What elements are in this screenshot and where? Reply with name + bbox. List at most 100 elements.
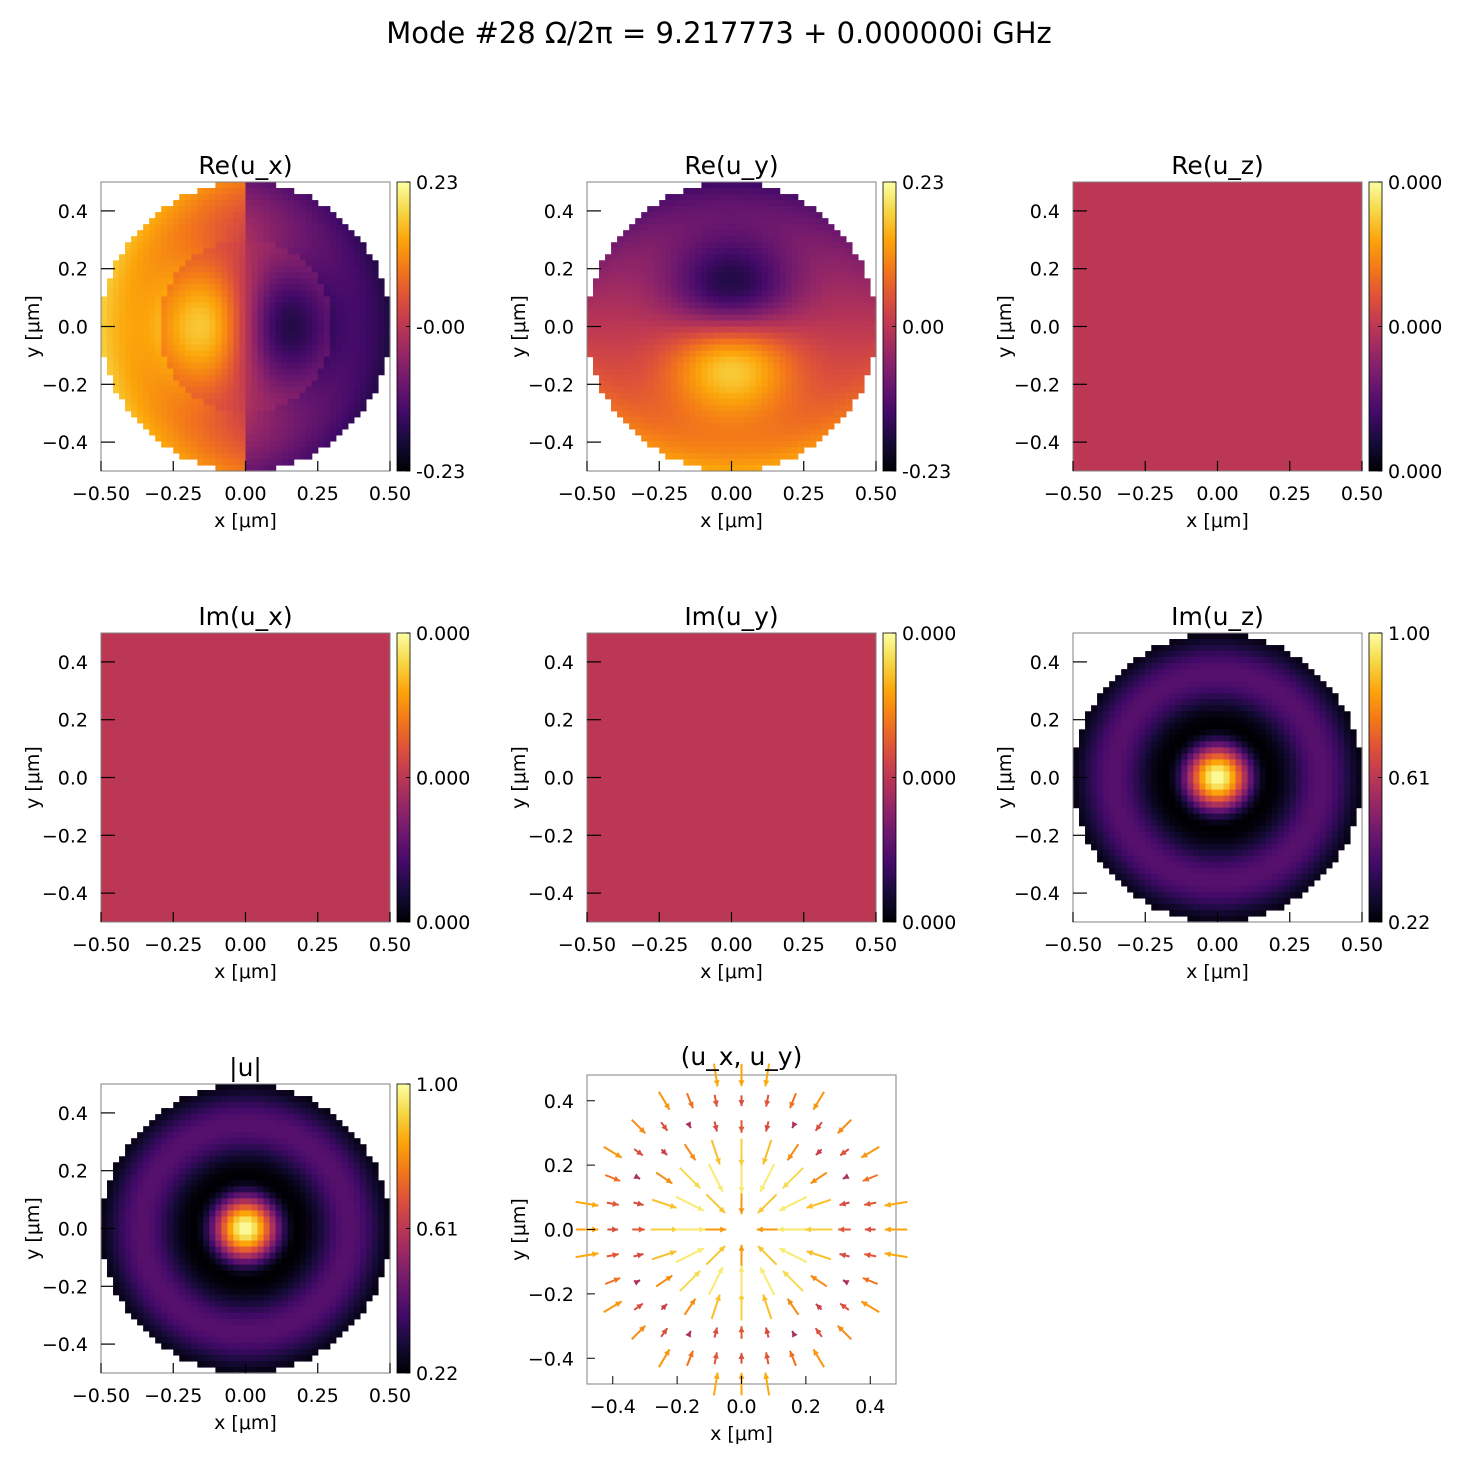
field-cell	[1163, 837, 1170, 845]
field-cell	[641, 266, 648, 273]
field-cell	[305, 338, 313, 346]
field-cell	[713, 320, 721, 328]
field-cell	[851, 272, 859, 279]
field-cell	[257, 308, 265, 316]
field-cell	[299, 200, 307, 207]
field-cell	[203, 272, 210, 279]
field-cell	[743, 218, 751, 225]
field-cell	[1133, 891, 1140, 899]
field-cell	[737, 242, 745, 249]
field-cell	[803, 362, 811, 370]
field-cell	[191, 416, 198, 424]
field-cell	[365, 296, 373, 304]
field-cell	[1091, 711, 1098, 718]
field-cell	[791, 272, 799, 279]
field-cell	[185, 308, 192, 316]
field-cell	[347, 230, 355, 237]
field-cell	[785, 320, 793, 328]
field-cell	[1181, 837, 1188, 845]
field-cell	[641, 272, 648, 279]
field-cell	[1181, 831, 1188, 839]
field-cell	[305, 434, 313, 442]
colorbar-tick-label: 0.000	[416, 768, 470, 790]
field-cell	[203, 434, 210, 442]
field-cell	[605, 332, 612, 340]
field-cell	[1151, 885, 1158, 893]
field-cell	[1205, 873, 1213, 881]
field-cell	[227, 398, 235, 406]
field-cell	[827, 416, 835, 424]
field-cell	[155, 218, 162, 225]
field-cell	[719, 314, 727, 322]
field-cell	[161, 302, 168, 310]
field-cell	[1181, 645, 1188, 652]
field-cell	[797, 398, 805, 406]
field-cell	[1211, 789, 1219, 797]
field-cell	[1193, 663, 1201, 670]
field-cell	[1199, 855, 1207, 863]
field-cell	[665, 434, 672, 442]
field-cell	[257, 254, 265, 261]
field-cell	[695, 446, 702, 454]
field-cell	[1163, 651, 1170, 658]
field-cell	[1157, 705, 1164, 712]
field-cell	[149, 290, 156, 297]
field-cell	[317, 374, 325, 382]
field-cell	[749, 422, 757, 430]
field-cell	[1127, 861, 1134, 869]
field-cell	[1139, 759, 1146, 767]
field-cell	[779, 218, 787, 225]
field-cell	[833, 356, 841, 364]
field-cell	[665, 344, 672, 352]
field-cell	[1193, 735, 1201, 742]
field-cell	[1175, 885, 1182, 893]
field-cell	[155, 230, 162, 237]
field-cell	[251, 428, 259, 436]
field-cell	[317, 428, 325, 436]
field-cell	[743, 182, 751, 189]
field-cell	[1199, 747, 1207, 755]
field-cell	[371, 308, 379, 316]
field-cell	[119, 290, 126, 297]
field-cell	[701, 320, 709, 328]
field-cell	[1181, 663, 1188, 670]
field-cell	[695, 422, 702, 430]
field-cell	[329, 410, 337, 418]
field-cell	[191, 230, 198, 237]
field-cell	[779, 212, 787, 219]
field-cell	[1217, 849, 1225, 857]
field-cell	[263, 368, 271, 376]
field-cell	[857, 344, 865, 352]
field-cell	[281, 248, 289, 255]
field-cell	[689, 410, 696, 418]
field-cell	[233, 248, 241, 255]
field-cell	[1223, 789, 1231, 797]
field-cell	[1211, 843, 1219, 851]
field-cell	[719, 242, 727, 249]
field-cell	[221, 440, 229, 448]
field-cell	[131, 260, 138, 267]
field-cell	[341, 290, 349, 297]
field-cell	[317, 314, 325, 322]
field-cell	[299, 404, 307, 412]
field-cell	[305, 446, 313, 454]
field-cell	[131, 380, 138, 388]
field-cell	[659, 206, 666, 213]
field-cell	[1115, 819, 1122, 827]
field-cell	[755, 410, 763, 418]
field-cell	[317, 338, 325, 346]
field-cell	[755, 368, 763, 376]
field-cell	[1235, 897, 1243, 905]
field-cell	[1079, 771, 1086, 779]
field-cell	[1181, 717, 1188, 724]
field-cell	[1205, 795, 1213, 803]
field-cell	[815, 278, 823, 285]
field-cell	[731, 200, 739, 207]
field-cell	[1187, 735, 1195, 742]
field-cell	[173, 230, 180, 237]
field-cell	[161, 314, 168, 322]
field-cell	[611, 254, 618, 261]
field-cell	[263, 314, 271, 322]
field-cell	[1175, 705, 1182, 712]
field-cell	[707, 284, 715, 291]
